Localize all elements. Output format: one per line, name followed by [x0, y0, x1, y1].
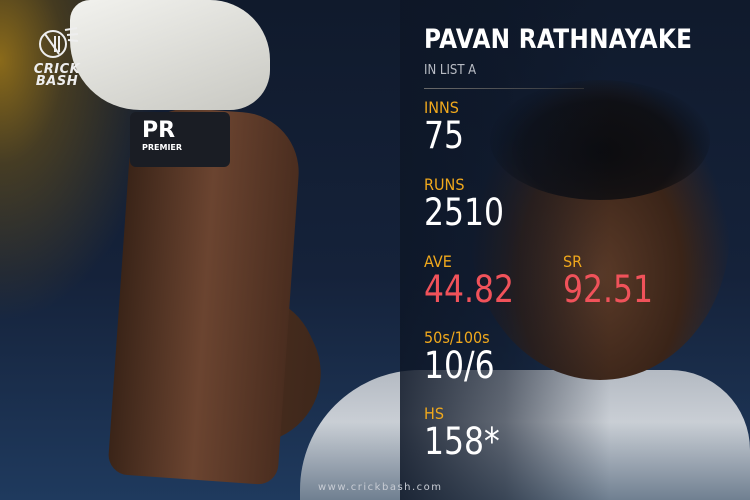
logo-line1: CRICK	[33, 62, 81, 77]
crickbash-logo: CRICK BASH	[22, 26, 92, 88]
format-label: IN LIST A	[424, 63, 477, 78]
stat-sr: SR 92.51	[563, 252, 669, 309]
stat-value: 10/6	[424, 344, 495, 387]
player-hair	[490, 80, 710, 200]
stat-label: AVE	[424, 252, 452, 271]
stat-value: 92.51	[563, 268, 654, 311]
stat-runs: RUNS 2510	[424, 175, 518, 232]
stat-hs: HS 158*	[424, 404, 513, 461]
wristband-text: PR	[142, 118, 176, 143]
stat-label: INNS	[424, 98, 459, 117]
stat-label: RUNS	[424, 175, 465, 194]
logo-line2: BASH	[35, 74, 79, 89]
player-shirt	[300, 370, 750, 500]
player-arm-raised	[107, 104, 303, 486]
website-url: www.crickbash.com	[318, 482, 443, 493]
stat-ave: AVE 44.82	[424, 252, 530, 309]
divider	[424, 88, 584, 89]
stat-label: HS	[424, 404, 444, 423]
stat-value: 2510	[424, 191, 505, 234]
player-arm	[126, 271, 344, 479]
stat-value: 44.82	[424, 268, 515, 311]
stat-50s-100s: 50s/100s 10/6	[424, 328, 507, 385]
cricket-ball-logo-icon	[39, 27, 79, 58]
stat-label: 50s/100s	[424, 328, 490, 347]
player-name: PAVAN RATHNAYAKE	[424, 24, 693, 55]
stat-value: 158*	[424, 420, 500, 463]
wristband: PR PREMIER	[130, 112, 230, 167]
stat-value: 75	[424, 114, 465, 157]
stat-label: SR	[563, 252, 583, 271]
wristband-sub: PREMIER	[142, 143, 183, 152]
stat-inns: INNS 75	[424, 98, 471, 155]
batting-glove	[70, 0, 270, 110]
stats-panel: PAVAN RATHNAYAKE IN LIST A	[424, 24, 736, 89]
